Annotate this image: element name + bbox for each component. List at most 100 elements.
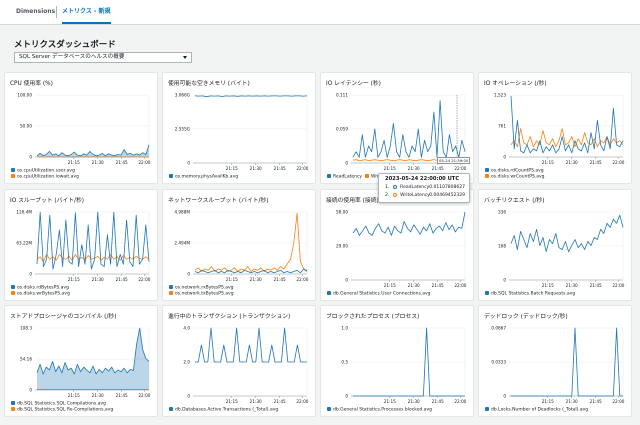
legend-label: os.disks.wrBytesPS.avg — [17, 291, 70, 297]
series-line — [510, 95, 624, 154]
series-area — [37, 144, 149, 157]
legend-item[interactable]: os.disks.wrBytesPS.avg — [11, 291, 70, 297]
metric-chart[interactable]: 1,523 761 0 21:15 21:30 21:45 22:00 — [479, 73, 631, 183]
legend-item[interactable]: db.Locks.Number of Deadlocks (_Total).av… — [485, 407, 588, 413]
y-tick-label: 2.494M — [174, 241, 190, 246]
legend-item[interactable]: db.Databases.Active Transactions (_Total… — [169, 407, 278, 413]
panel-title: IO スループット (バイト/秒) — [10, 198, 85, 204]
legend-label: db.SQL Statistics.SQL Compilations.avg — [17, 401, 106, 407]
tooltip-row: 1. ReadLatency — [385, 185, 429, 190]
y-tick-label: 54.16 — [20, 357, 32, 362]
circle-marker-icon — [392, 193, 397, 197]
y-tick-label: 336 — [498, 210, 506, 215]
x-tick-label: 21:45 — [274, 399, 286, 404]
x-tick-label: 22:00 — [454, 399, 466, 404]
dashboard-title: メトリクスダッシュボード — [14, 40, 116, 50]
metric-panel[interactable]: IO スループット (バイト/秒) 126.4M 63.22M 0 21:15 21:30… — [5, 190, 157, 300]
legend-item[interactable]: db.General Statistics.Processes blocked.… — [327, 407, 432, 413]
series-line — [511, 327, 623, 397]
metric-chart[interactable]: 0.111 0.059 0 21:15 21:30 21:45 22:00 — [321, 73, 473, 183]
x-tick-label: 21:15 — [226, 277, 238, 282]
x-tick-label: 21:45 — [116, 277, 128, 282]
dashboard-select[interactable]: SQL Server データベースのヘルスの概要 — [14, 52, 192, 63]
legend-item[interactable]: os.cpuUtilization.user.avg — [11, 168, 75, 174]
metric-panel[interactable]: CPU 使用率 (%) 100.00 50.00 0 21:15 21:30 21:45 22… — [5, 73, 157, 183]
y-tick-label: 29.00 — [336, 244, 348, 249]
metric-chart[interactable]: 58.00 29.00 0 21:15 21:30 21:45 22:00 — [321, 190, 473, 300]
x-tick-label: 21:30 — [566, 160, 578, 165]
metric-chart[interactable]: 108.3 54.16 0 21:15 21:30 21:45 22:00 — [5, 306, 157, 416]
y-tick-label: 1,523 — [494, 93, 506, 98]
tooltip-row-name: ReadLatency — [400, 185, 430, 190]
y-tick-label: 0.5 — [341, 360, 348, 365]
metric-chart[interactable]: 3.066G 2.555G 0 21:15 21:30 21:45 22:00 — [163, 73, 315, 183]
x-tick-label: 22:00 — [612, 160, 624, 165]
dashboard-select-value: SQL Server データベースのヘルスの概要 — [19, 54, 125, 60]
metric-chart[interactable]: 0.0667 0.0333 0 21:15 21:30 21:45 22:00 — [479, 306, 631, 416]
legend-swatch — [327, 174, 331, 178]
x-tick-label: 21:30 — [92, 277, 104, 282]
x-tick-label: 21:15 — [68, 277, 80, 282]
metric-panel[interactable]: 使用可能な空きメモリ (バイト) 3.066G 2.555G 0 21:15 21:30 2… — [163, 73, 315, 183]
legend-item[interactable]: os.network.rxBytesPS.avg — [169, 285, 234, 291]
metric-panel[interactable]: IO オペレーション (/秒) 1,523 761 0 21:15 21:30 21:45 2… — [479, 73, 631, 183]
metric-panel[interactable]: ストアドプロシージャのコンパイル (/秒) 108.3 54.16 0 21:15 21:… — [5, 306, 157, 416]
y-tick-label: 761 — [498, 124, 506, 129]
y-tick-label: 0 — [29, 388, 32, 393]
legend-label: os.cpuUtilization.iowait.avg — [17, 174, 79, 180]
y-tick-label: 0.111 — [336, 93, 348, 98]
legend-item[interactable]: os.disks.wrCountPS.avg — [485, 174, 545, 180]
metric-panel[interactable]: バッチリクエスト (/秒) 336 168 0 21:15 21:30 21:45 22:00… — [479, 190, 631, 300]
legend-item[interactable]: ReadLatency — [327, 174, 362, 180]
legend-item[interactable]: os.memory.physAvailKb.avg — [169, 174, 238, 180]
legend-swatch — [11, 407, 15, 411]
legend-swatch — [11, 285, 15, 289]
metric-panel[interactable]: ネットワークスループット (バイト/秒) 4.988M 2.494M 0 21:15 21… — [163, 190, 315, 300]
metric-chart[interactable]: 126.4M 63.22M 0 21:15 21:30 21:45 22:00 — [5, 190, 157, 300]
panel-title: 接続の使用率 (接続) — [326, 198, 379, 204]
panel-title: IO レイテンシー (秒) — [326, 81, 381, 87]
metric-panel[interactable]: IO レイテンシー (秒) 0.111 0.059 0 21:15 21:30 21:45 2… — [321, 73, 473, 183]
legend-label: db.SQL Statistics.SQL Re-Compilations.av… — [17, 407, 114, 413]
legend-swatch — [169, 407, 173, 411]
legend-label: os.network.rxBytesPS.avg — [175, 285, 234, 291]
metric-chart[interactable]: 4.988M 2.494M 0 21:15 21:30 21:45 22:00 — [163, 190, 315, 300]
metric-chart[interactable]: 336 168 0 21:15 21:30 21:45 22:00 — [479, 190, 631, 300]
tab-divider — [56, 6, 57, 18]
metric-panel[interactable]: ブロックされたプロセス (プロセス) 1.0 0.5 0 21:15 21:30 21:45… — [321, 306, 473, 416]
legend-swatch — [11, 168, 15, 172]
x-tick-label: 21:15 — [384, 283, 396, 288]
metric-chart[interactable]: 1.0 0.5 0 21:15 21:30 21:45 22:00 — [321, 306, 473, 416]
legend-item[interactable]: db.SQL Statistics.SQL Compilations.avg — [11, 401, 106, 407]
legend-item[interactable]: os.cpuUtilization.iowait.avg — [11, 174, 79, 180]
x-tick-label: 21:30 — [408, 166, 420, 171]
legend-item[interactable]: db.General Statistics.User Connections.a… — [327, 291, 431, 297]
metric-panel[interactable]: 接続の使用率 (接続) 58.00 29.00 0 21:15 21:30 21:45 22:… — [321, 190, 473, 300]
x-tick-label: 22:00 — [296, 277, 308, 282]
legend-item[interactable]: db.SQL Statistics.Batch Requests.avg — [485, 291, 575, 297]
x-tick-label: 21:15 — [542, 283, 554, 288]
series-line — [510, 214, 624, 253]
x-tick-label: 21:15 — [68, 160, 80, 165]
legend-item[interactable]: os.network.txBytesPS.avg — [169, 291, 234, 297]
x-tick-label: 21:15 — [542, 160, 554, 165]
metric-panel[interactable]: 進行中のトランザクション (トランザクション) 4.0 2.0 0 21:15 21:30… — [163, 306, 315, 416]
tooltip-row-value: 0.01107808627 — [429, 185, 465, 190]
legend-label: os.disks.wrCountPS.avg — [491, 174, 545, 180]
tab-dimensions[interactable]: Dimensions — [16, 8, 56, 15]
metric-chart[interactable]: 100.00 50.00 0 21:15 21:30 21:45 22:00 — [5, 73, 157, 183]
legend-label: os.disks.rdCountPS.avg — [491, 168, 544, 174]
metric-panel[interactable]: デッドロック (デッドロック/秒) 0.0667 0.0333 0 21:15 21:30… — [479, 306, 631, 416]
legend-item[interactable]: db.SQL Statistics.SQL Re-Compilations.av… — [11, 407, 113, 413]
y-tick-label: 4.988M — [174, 210, 190, 215]
panel-title: 進行中のトランザクション (トランザクション) — [168, 314, 291, 320]
x-tick-label: 22:00 — [296, 399, 308, 404]
tab-metrics-new[interactable]: メトリクス - 新規 — [62, 0, 111, 24]
tooltip-row: 2. WriteLatency — [385, 193, 430, 198]
series-line — [36, 327, 150, 375]
metric-chart[interactable]: 4.0 2.0 0 21:15 21:30 21:45 22:00 — [163, 306, 315, 416]
x-tick-label: 22:00 — [454, 283, 466, 288]
legend-item[interactable]: os.disks.rdCountPS.avg — [485, 168, 544, 174]
legend-label: os.cpuUtilization.user.avg — [17, 168, 75, 174]
legend-item[interactable]: os.disks.rdBytesPS.avg — [11, 285, 69, 291]
